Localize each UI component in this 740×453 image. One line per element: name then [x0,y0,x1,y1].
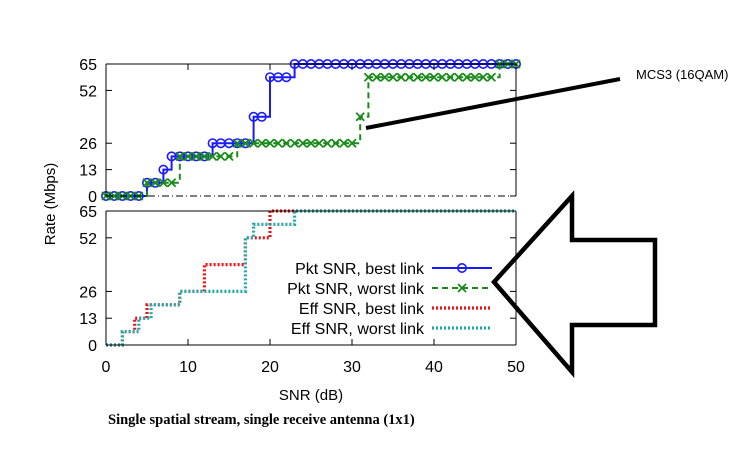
top-series-2 [101,59,521,201]
x-tick-label: 10 [179,359,197,376]
data-point [412,72,423,82]
data-point [306,138,316,148]
y-tick-label: 65 [79,57,97,74]
data-point [396,72,406,82]
y-tick-label: 26 [79,136,97,153]
data-point [142,178,152,188]
data-point [273,138,283,148]
data-point [330,138,341,148]
legend-label: Pkt SNR, best link [295,261,425,278]
data-point [486,72,497,82]
y-tick-label: 65 [79,204,97,221]
data-point [256,111,267,122]
x-tick-label: 30 [343,359,361,376]
mcs3-annotation: MCS3 (16QAM) [636,67,728,82]
data-point [240,138,251,148]
data-point [347,138,357,148]
legend-marker [456,262,467,273]
data-point [158,178,169,188]
data-point [109,191,119,201]
figure-caption: Single spatial stream, single receive an… [108,412,415,428]
x-axis-label: SNR (dB) [279,387,343,404]
x-tick-label: 20 [261,359,279,376]
y-tick-label: 0 [88,338,97,355]
data-point [265,138,275,148]
data-point [298,138,308,148]
x-tick-label: 50 [507,359,525,376]
y-tick-label: 26 [79,284,97,301]
data-point [207,151,218,162]
left-arrow-icon [490,190,658,379]
data-point [199,151,210,162]
data-point [453,72,464,82]
data-point [281,72,292,83]
annotations: MCS3 (16QAM) [365,67,728,379]
data-point [322,138,333,148]
data-point [240,138,251,149]
data-point [421,72,431,82]
data-point [183,151,193,162]
y-tick-label: 13 [79,311,97,328]
legend-label: Eff SNR, worst link [291,321,425,338]
data-point [150,178,160,188]
data-point [191,151,201,162]
data-point [437,72,447,82]
series-line [106,63,516,197]
y-axis-label: Rate (Mbps) [42,163,59,246]
data-point [462,72,472,82]
data-point [150,177,161,188]
data-point [289,138,300,148]
data-point [404,72,415,82]
x-tick-label: 0 [102,359,111,376]
data-point [339,138,349,148]
data-point [248,138,259,148]
y-tick-label: 13 [79,163,97,180]
data-point [166,178,177,188]
y-tick-label: 52 [79,83,97,100]
y-tick-label: 0 [88,189,97,206]
series-line [106,63,516,197]
legend-marker [457,283,467,293]
data-point [429,72,439,82]
legend-label: Pkt SNR, worst link [287,281,425,298]
data-point [388,72,398,82]
data-point [158,164,169,175]
legend: Pkt SNR, best link Pkt SNR, worst link Eff… [287,261,492,338]
data-point [363,72,374,82]
x-tick-label: 40 [425,359,443,376]
data-point [478,72,488,82]
data-point [355,112,365,122]
data-point [314,138,324,148]
data-point [257,138,267,148]
plot-area [101,58,521,347]
data-point [224,151,234,162]
data-point [470,72,480,82]
mcs3-pointer-line [365,77,621,130]
data-point [232,138,242,148]
legend-label: Eff SNR, best link [299,301,425,318]
y-tick-label: 52 [79,231,97,248]
data-point [371,72,382,82]
data-point [175,151,185,162]
data-point [216,151,226,162]
data-point [380,72,390,82]
top-series-1 [101,58,521,202]
data-point [281,138,292,148]
data-point [445,72,456,82]
